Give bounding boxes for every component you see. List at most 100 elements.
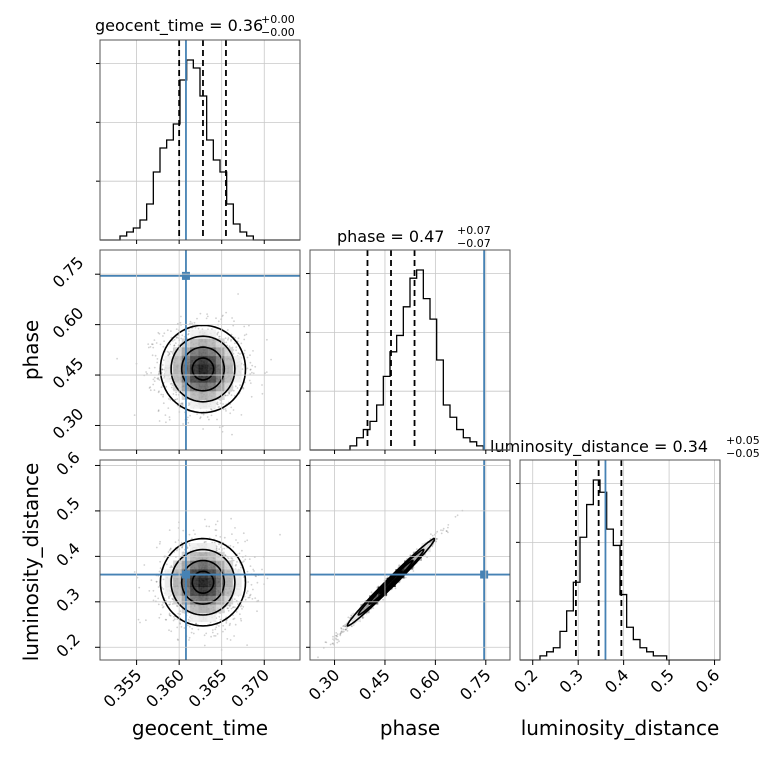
scatter-phase-vs-geocent-time-point-296 (197, 327, 200, 330)
scatter-phase-vs-geocent-time-point-802 (249, 369, 252, 371)
scatter-phase-vs-geocent-time-cell-8-4 (224, 373, 234, 383)
scatter-luminosity-distance-vs-geocent-time-point-658 (243, 595, 246, 598)
scatter-phase-vs-geocent-time-point-289 (148, 367, 151, 369)
scatter-luminosity-distance-vs-phase-point-18 (342, 628, 345, 631)
scatter-luminosity-distance-vs-geocent-time-point-331 (233, 635, 236, 637)
scatter-luminosity-distance-vs-phase-contour-0 (379, 570, 403, 594)
scatter-luminosity-distance-vs-geocent-time-cell-6-5 (207, 577, 217, 588)
scatter-luminosity-distance-vs-geocent-time-point-500 (161, 604, 164, 606)
scatter-luminosity-distance-vs-geocent-time-point-1257 (249, 593, 252, 596)
scatter-luminosity-distance-vs-geocent-time-cell-5-3 (198, 595, 208, 605)
scatter-luminosity-distance-vs-geocent-time-cell-4-3 (190, 595, 200, 605)
scatter-phase-vs-geocent-time-point-146 (156, 361, 159, 364)
scatter-luminosity-distance-vs-geocent-time-point-1335 (219, 536, 222, 538)
scatter-luminosity-distance-vs-geocent-time-point-724 (233, 598, 236, 600)
scatter-phase-vs-geocent-time-cell-7-3 (215, 382, 225, 392)
scatter-phase-vs-geocent-time-point-544 (210, 408, 213, 411)
scatter-phase-vs-geocent-time-point-333 (157, 378, 160, 381)
scatter-phase-vs-geocent-time-cell-2-7 (173, 347, 183, 357)
scatter-luminosity-distance-vs-phase-contour-2 (357, 548, 425, 616)
scatter-luminosity-distance-vs-geocent-time-cell-6-2 (207, 604, 217, 614)
scatter-luminosity-distance-vs-phase-point-817 (344, 623, 347, 626)
scatter-luminosity-distance-vs-geocent-time-point-485 (165, 599, 167, 602)
scatter-luminosity-distance-vs-phase-point-475 (430, 541, 433, 543)
scatter-phase-vs-geocent-time-point-648 (176, 336, 179, 339)
scatter-phase-vs-geocent-time-point-343 (174, 398, 176, 401)
scatter-phase-vs-geocent-time-point-1237 (163, 340, 166, 343)
scatter-luminosity-distance-vs-geocent-time-point-1210 (195, 622, 197, 625)
scatter-luminosity-distance-vs-geocent-time-point-1153 (215, 626, 218, 629)
scatter-phase-vs-geocent-time-cell-5-3 (198, 382, 208, 392)
scatter-luminosity-distance-vs-geocent-time-point-1067 (137, 618, 140, 621)
scatter-phase-vs-geocent-time-point-1267 (133, 414, 136, 416)
scatter-luminosity-distance-vs-geocent-time-point-1225 (186, 547, 189, 549)
scatter-luminosity-distance-vs-geocent-time-point-742 (145, 619, 147, 622)
scatter-phase-vs-geocent-time-point-437 (182, 423, 185, 425)
scatter-luminosity-distance-vs-geocent-time-point-86 (222, 630, 224, 633)
scatter-luminosity-distance-vs-phase-point-892 (335, 637, 337, 640)
scatter-luminosity-distance-vs-geocent-time-point-312 (138, 586, 141, 589)
scatter-luminosity-distance-vs-phase-point-836 (342, 625, 344, 628)
scatter-luminosity-distance-vs-phase-cell-7-7 (404, 560, 414, 570)
scatter-luminosity-distance-vs-geocent-time-frame (99, 459, 301, 661)
scatter-luminosity-distance-vs-phase-point-413 (415, 548, 418, 550)
scatter-phase-vs-geocent-time-density (164, 329, 242, 409)
scatter-luminosity-distance-vs-geocent-time-point-483 (168, 597, 170, 599)
xtick-label-geocent-time-2: 0.365 (185, 665, 231, 711)
scatter-phase-vs-geocent-time-point-523 (166, 329, 169, 332)
scatter-luminosity-distance-vs-geocent-time-panel (100, 460, 300, 660)
scatter-luminosity-distance-vs-geocent-time-point-1311 (155, 580, 158, 583)
scatter-luminosity-distance-vs-geocent-time-cell-7-4 (215, 586, 225, 596)
scatter-luminosity-distance-vs-geocent-time-point-630 (176, 618, 179, 620)
xtick-label-phase-1: 0.45 (355, 665, 394, 704)
scatter-luminosity-distance-vs-phase-point-280 (335, 632, 338, 634)
scatter-luminosity-distance-vs-geocent-time-point-262 (229, 622, 232, 625)
scatter-luminosity-distance-vs-geocent-time-point-140 (238, 552, 241, 555)
scatter-luminosity-distance-vs-phase-point-27 (398, 565, 400, 567)
scatter-luminosity-distance-vs-phase-point-355 (340, 631, 343, 633)
scatter-phase-vs-geocent-time-contour-1 (180, 346, 226, 392)
scatter-phase-vs-geocent-time-point-414 (235, 349, 238, 352)
scatter-luminosity-distance-vs-geocent-time-cell-8-5 (224, 577, 234, 588)
scatter-luminosity-distance-vs-geocent-time-point-895 (158, 616, 161, 619)
scatter-luminosity-distance-vs-phase-point-295 (347, 616, 350, 619)
scatter-luminosity-distance-vs-phase-truth-marker (480, 570, 489, 579)
scatter-luminosity-distance-vs-phase-point-75 (335, 638, 338, 641)
scatter-phase-vs-geocent-time-cell-4-5 (190, 364, 200, 374)
scatter-luminosity-distance-vs-geocent-time-point-1171 (169, 566, 172, 569)
scatter-phase-vs-geocent-time-point-1336 (206, 315, 209, 318)
scatter-luminosity-distance-vs-geocent-time-point-769 (234, 623, 237, 626)
scatter-luminosity-distance-vs-geocent-time-point-642 (174, 541, 177, 544)
scatter-luminosity-distance-vs-geocent-time-point-930 (231, 533, 233, 535)
scatter-luminosity-distance-vs-geocent-time-point-70 (232, 546, 235, 548)
scatter-phase-vs-geocent-time-point-735 (188, 330, 190, 332)
scatter-luminosity-distance-vs-geocent-time-point-635 (239, 617, 242, 620)
scatter-luminosity-distance-vs-phase-point-1122 (446, 530, 448, 533)
scatter-luminosity-distance-vs-phase-point-121 (324, 641, 327, 643)
scatter-phase-vs-geocent-time-point-1245 (162, 395, 165, 398)
scatter-luminosity-distance-vs-phase-contour-3 (346, 537, 436, 627)
scatter-luminosity-distance-vs-geocent-time-point-752 (242, 605, 245, 608)
scatter-phase-vs-geocent-time-point-532 (163, 332, 166, 335)
scatter-phase-vs-geocent-time-point-1070 (181, 334, 184, 337)
scatter-luminosity-distance-vs-geocent-time-point-1090 (215, 545, 218, 548)
scatter-phase-vs-geocent-time-cell-8-3 (224, 382, 234, 392)
scatter-phase-vs-geocent-time-point-370 (230, 338, 233, 341)
scatter-luminosity-distance-vs-geocent-time-cell-7-7 (215, 560, 225, 570)
scatter-phase-vs-geocent-time-point-762 (152, 378, 155, 381)
scatter-luminosity-distance-vs-geocent-time-point-584 (188, 542, 191, 545)
scatter-luminosity-distance-vs-geocent-time-point-244 (171, 566, 173, 569)
scatter-luminosity-distance-vs-geocent-time-point-147 (214, 529, 217, 531)
scatter-luminosity-distance-vs-geocent-time-point-1222 (218, 625, 220, 627)
scatter-luminosity-distance-vs-geocent-time-cell-2-4 (173, 586, 183, 596)
scatter-luminosity-distance-vs-phase-point-701 (344, 628, 347, 631)
scatter-phase-vs-geocent-time-point-97 (116, 357, 118, 360)
scatter-luminosity-distance-vs-geocent-time-point-105 (139, 621, 141, 624)
scatter-luminosity-distance-vs-geocent-time-point-939 (244, 598, 247, 601)
scatter-luminosity-distance-vs-geocent-time-point-636 (169, 615, 172, 617)
scatter-phase-vs-geocent-time-cell-1-6 (164, 355, 174, 366)
scatter-luminosity-distance-vs-geocent-time-point-910 (211, 629, 214, 631)
scatter-luminosity-distance-vs-geocent-time-point-388 (204, 518, 206, 521)
xtick-label-luminosity-distance-3: 0.5 (646, 665, 677, 696)
scatter-luminosity-distance-vs-phase-point-338 (335, 634, 338, 637)
